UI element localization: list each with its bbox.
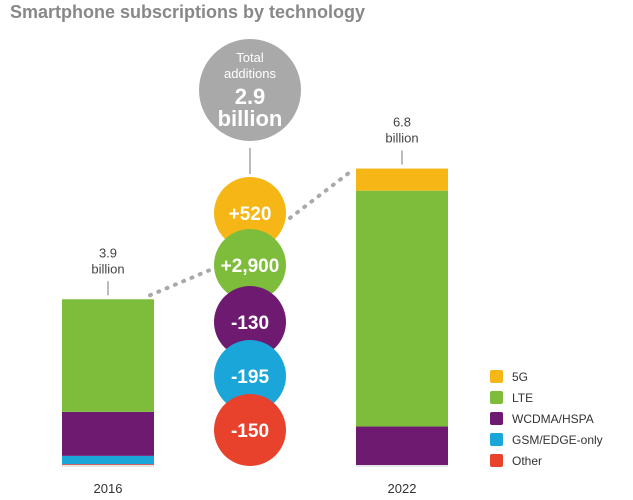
bar-2022-wcdma-hspa xyxy=(356,426,448,465)
legend-swatch xyxy=(490,433,503,446)
connector-left xyxy=(148,268,212,298)
legend-label: GSM/EDGE-only xyxy=(512,432,603,447)
legend-label: LTE xyxy=(512,390,534,405)
total-unit-2022: billion xyxy=(385,131,418,146)
legend-swatch xyxy=(490,412,503,425)
total-value-2022: 6.8 xyxy=(393,115,411,130)
change-label-2: -130 xyxy=(231,313,269,334)
bar-2022-5g xyxy=(356,168,448,191)
bar-2016-gsm-edge-only xyxy=(62,455,154,465)
change-label-4: -150 xyxy=(231,421,269,442)
change-circle-0 xyxy=(214,177,286,249)
total-additions-value: 2.9 xyxy=(235,84,266,109)
legend-label: WCDMA/HSPA xyxy=(512,411,594,426)
x-tick-label-2016: 2016 xyxy=(94,481,123,496)
change-circle-4 xyxy=(214,394,286,466)
legend-item: LTE xyxy=(490,387,603,408)
change-label-1: +2,900 xyxy=(221,256,280,277)
legend-item: GSM/EDGE-only xyxy=(490,429,603,450)
total-unit-2016: billion xyxy=(91,261,124,276)
bar-2016-wcdma-hspa xyxy=(62,411,154,456)
bar-2016-other xyxy=(62,464,154,465)
total-additions-label-2: additions xyxy=(224,66,277,81)
legend-item: WCDMA/HSPA xyxy=(490,408,603,429)
legend-label: Other xyxy=(512,453,543,468)
bar-2016-lte xyxy=(62,299,154,412)
x-tick-label-2022: 2022 xyxy=(388,481,417,496)
total-additions-unit: billion xyxy=(218,106,283,131)
legend-swatch xyxy=(490,454,503,467)
change-circle-3 xyxy=(214,340,286,412)
legend-swatch xyxy=(490,391,503,404)
legend-swatch xyxy=(490,370,503,383)
legend-label: 5G xyxy=(512,369,529,384)
chart-title: Smartphone subscriptions by technology xyxy=(10,2,366,22)
legend-item: Other xyxy=(490,450,603,471)
change-circle-2 xyxy=(214,286,286,358)
total-additions-circle xyxy=(199,39,301,141)
change-label-0: +520 xyxy=(229,204,272,225)
total-additions-label-1: Total xyxy=(236,50,264,65)
total-value-2016: 3.9 xyxy=(99,245,117,260)
change-label-3: -195 xyxy=(231,367,269,388)
legend-item: 5G xyxy=(490,366,603,387)
bar-2022-lte xyxy=(356,190,448,427)
change-circle-1 xyxy=(214,229,286,301)
connector-right xyxy=(288,168,354,220)
legend: 5G LTE WCDMA/HSPA GSM/EDGE-only Other xyxy=(490,366,603,471)
